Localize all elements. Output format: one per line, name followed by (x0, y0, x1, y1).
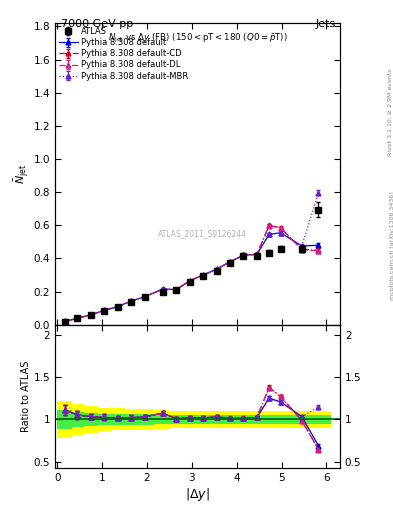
Y-axis label: Ratio to ATLAS: Ratio to ATLAS (21, 361, 31, 432)
Text: 7000 GeV pp: 7000 GeV pp (61, 19, 133, 29)
Legend: ATLAS, Pythia 8.308 default, Pythia 8.308 default-CD, Pythia 8.308 default-DL, P: ATLAS, Pythia 8.308 default, Pythia 8.30… (57, 26, 190, 82)
Text: Rivet 3.1.10, ≥ 2.9M events: Rivet 3.1.10, ≥ 2.9M events (387, 69, 392, 157)
X-axis label: $|\Delta y|$: $|\Delta y|$ (185, 486, 210, 503)
Y-axis label: $\bar{N}_\mathrm{jet}$: $\bar{N}_\mathrm{jet}$ (12, 164, 31, 184)
Text: Jets: Jets (316, 19, 336, 29)
Text: $N_\mathrm{jet}\ \mathrm{vs}\ \Delta y\ \mathrm{(FB)}\ (150 < \mathrm{pT} < 180\: $N_\mathrm{jet}\ \mathrm{vs}\ \Delta y\ … (108, 32, 287, 45)
Text: ATLAS_2011_S9126244: ATLAS_2011_S9126244 (158, 229, 246, 238)
Text: mcplots.cern.ch [arXiv:1306.3436]: mcplots.cern.ch [arXiv:1306.3436] (390, 191, 393, 300)
